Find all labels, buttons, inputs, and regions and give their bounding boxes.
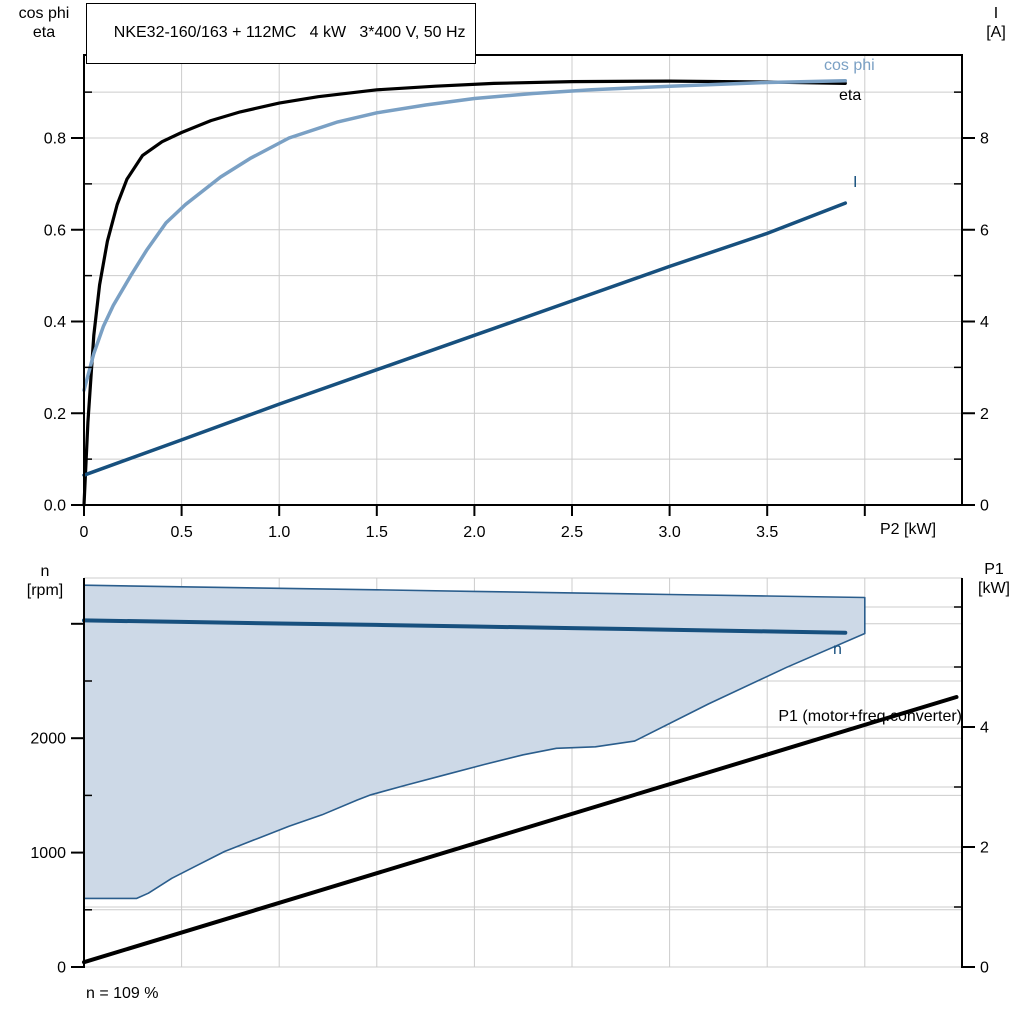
tick-label: 8 bbox=[980, 131, 989, 148]
y-axis-label-line1: n bbox=[40, 563, 50, 580]
speed-operating-range-area bbox=[84, 585, 865, 899]
x-axis-label: P2 [kW] bbox=[880, 521, 937, 538]
tick-label: 6 bbox=[980, 222, 989, 239]
tick-label: 2000 bbox=[30, 731, 66, 748]
tick-label: 2 bbox=[980, 406, 989, 423]
p1-curve-label: P1 (motor+freq.converter) bbox=[778, 708, 962, 725]
bottom-chart: 0 1000 2000 0 2 4 bbox=[30, 577, 989, 977]
tick-label: 3.0 bbox=[658, 524, 680, 541]
y-axis-label-line2: [kW] bbox=[978, 580, 1010, 597]
y-axis-label-line1: P1 bbox=[984, 561, 1004, 578]
y-axis-label-speed: n [rpm] bbox=[10, 562, 80, 600]
tick-label: 4 bbox=[980, 720, 989, 737]
tick-label: 0.5 bbox=[170, 524, 192, 541]
chart-title: NKE32-160/163 + 112MC 4 kW 3*400 V, 50 H… bbox=[113, 24, 466, 41]
y-axis-label-line2: eta bbox=[32, 24, 56, 41]
cos-phi-curve-label: cos phi bbox=[824, 57, 875, 74]
tick-label: 0 bbox=[80, 524, 89, 541]
p1-curve bbox=[82, 695, 959, 965]
tick-label: 2.0 bbox=[463, 524, 485, 541]
y-axis-label-line1: cos phi bbox=[18, 5, 70, 22]
speed-operating-range-border bbox=[83, 584, 866, 900]
tick-label: 2 bbox=[980, 840, 989, 857]
tick-label: 0 bbox=[980, 498, 989, 515]
tick-label: 1000 bbox=[30, 845, 66, 862]
tick-label: 0.4 bbox=[44, 314, 66, 331]
tick-label: 4 bbox=[980, 314, 989, 331]
cos-phi-curve bbox=[82, 78, 848, 393]
tick-label: 0.2 bbox=[44, 406, 66, 423]
y-axis-label-p1: P1 [kW] bbox=[966, 560, 1022, 598]
chart-title-box: NKE32-160/163 + 112MC 4 kW 3*400 V, 50 H… bbox=[86, 3, 476, 64]
tick-label: 0.8 bbox=[44, 131, 66, 148]
top-chart-frame bbox=[83, 54, 963, 506]
speed-curve-label: n bbox=[833, 641, 842, 658]
y-axis-label-line1: I bbox=[993, 5, 999, 22]
tick-label: 1.5 bbox=[366, 524, 388, 541]
tick-label: 0 bbox=[57, 960, 66, 977]
tick-label: 0.0 bbox=[44, 498, 66, 515]
speed-n-curve bbox=[82, 618, 848, 635]
tick-label: 2.5 bbox=[561, 524, 583, 541]
speed-percentage-note: n = 109 % bbox=[86, 985, 159, 1002]
y-axis-label-current: I [A] bbox=[972, 4, 1020, 42]
y-axis-label-cosphi-eta: cos phi eta bbox=[6, 4, 82, 42]
y-axis-label-line2: [A] bbox=[986, 24, 1006, 41]
y-axis-label-line2: [rpm] bbox=[26, 582, 64, 599]
current-curve-label: I bbox=[853, 174, 858, 191]
tick-label: 0 bbox=[980, 960, 989, 977]
tick-label: 1.0 bbox=[268, 524, 290, 541]
eta-curve bbox=[82, 79, 847, 507]
eta-curve-label: eta bbox=[839, 87, 862, 104]
top-chart: 0.0 0.2 0.4 0.6 0.8 0 2 4 6 8 0 0.5 1.0 1.5 2.0 2.5 3.0 3… bbox=[44, 54, 989, 541]
current-I-curve bbox=[82, 201, 848, 477]
tick-label: 3.5 bbox=[756, 524, 778, 541]
tick-label: 0.6 bbox=[44, 222, 66, 239]
